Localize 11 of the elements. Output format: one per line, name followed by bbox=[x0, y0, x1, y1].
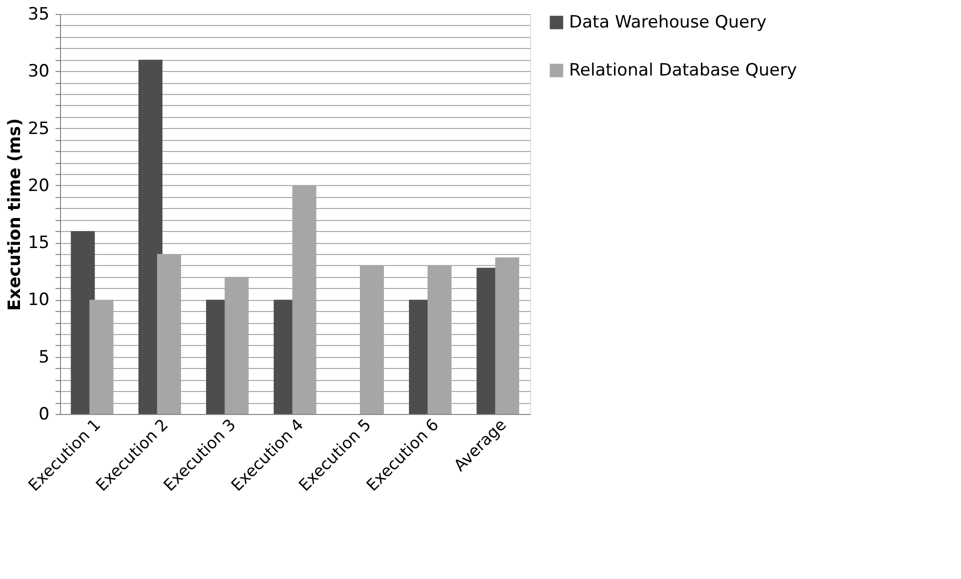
y-tick-label: 35 bbox=[28, 4, 50, 24]
y-tick-label: 15 bbox=[28, 233, 50, 254]
y-tick-label: 5 bbox=[38, 347, 50, 368]
legend-label: Relational Database Query bbox=[569, 60, 797, 80]
legend-label: Data Warehouse Query bbox=[569, 12, 767, 32]
y-axis-title: Execution time (ms) bbox=[4, 118, 25, 311]
y-tick-label: 20 bbox=[28, 176, 50, 196]
y-tick-label: 30 bbox=[28, 62, 50, 82]
y-tick-label: 0 bbox=[38, 404, 50, 424]
y-tick-label: 25 bbox=[28, 118, 50, 139]
y-tick-label: 10 bbox=[28, 290, 50, 310]
